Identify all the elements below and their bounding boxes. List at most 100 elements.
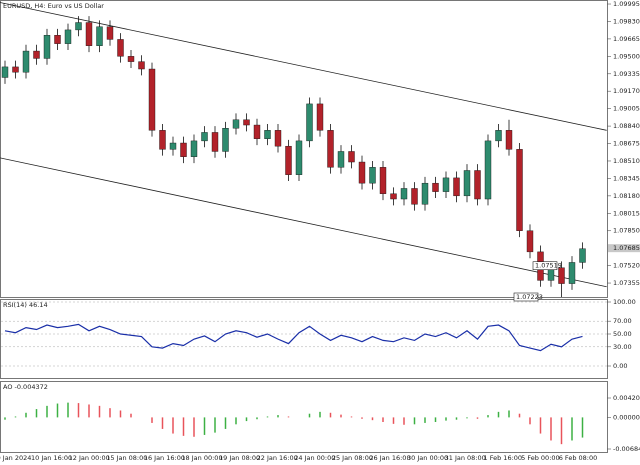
y-tick-label: 1.09995 bbox=[613, 0, 640, 8]
trend-line bbox=[0, 157, 607, 288]
x-tick-label: 10 Jan 16:00 bbox=[31, 454, 72, 462]
y-tick-label: 1.09335 bbox=[613, 70, 640, 78]
x-tick-label: 16 Jan 16:00 bbox=[144, 454, 185, 462]
y-tick-label: 1.07520 bbox=[613, 262, 640, 270]
candle-body bbox=[358, 161, 366, 184]
candle-body bbox=[516, 149, 523, 231]
candle-body bbox=[285, 145, 292, 175]
x-tick-label: 31 Jan 08:00 bbox=[445, 454, 486, 462]
x-tick-label: 12 Jan 00:00 bbox=[69, 454, 110, 462]
y-tick-label: 1.09005 bbox=[613, 105, 640, 113]
current-price-label: 1.07685 bbox=[613, 244, 640, 252]
candle-body bbox=[22, 50, 30, 73]
x-tick-label: 19 Jan 08:00 bbox=[219, 454, 260, 462]
trend-line bbox=[0, 2, 607, 131]
candle-body bbox=[96, 26, 103, 46]
current-price-box bbox=[608, 244, 640, 253]
y-tick-label: 1.08675 bbox=[613, 140, 640, 148]
candle-body bbox=[85, 22, 93, 46]
candle-body bbox=[12, 66, 19, 73]
y-tick-label: 1.09500 bbox=[613, 52, 640, 60]
rsi-title: RSI(14) 46.14 bbox=[3, 301, 48, 309]
rsi-line bbox=[4, 323, 583, 352]
candle-body bbox=[106, 26, 114, 40]
candle-body bbox=[54, 34, 61, 44]
ao-panel bbox=[0, 381, 608, 453]
x-tick-label: 22 Jan 16:00 bbox=[257, 454, 298, 462]
candle-body bbox=[568, 262, 576, 284]
candle-body bbox=[495, 130, 502, 142]
candle-body bbox=[148, 68, 156, 131]
candle-body bbox=[421, 182, 429, 205]
x-tick-label: 1 Feb 16:00 bbox=[484, 454, 523, 462]
candle-body bbox=[243, 119, 250, 126]
candle-body bbox=[33, 50, 40, 59]
price-label: 1.07223 bbox=[516, 293, 543, 301]
candle-body bbox=[180, 142, 187, 157]
candle-body bbox=[442, 177, 450, 192]
candle-body bbox=[579, 248, 586, 263]
candle-body bbox=[306, 103, 313, 142]
x-tick-label: 9 Jan 2024 bbox=[0, 454, 31, 462]
candle-body bbox=[169, 142, 177, 150]
x-tick-label: 25 Jan 08:00 bbox=[332, 454, 373, 462]
candle-body bbox=[474, 170, 481, 200]
candle-body bbox=[316, 103, 324, 131]
y-tick-label: 50.00 bbox=[613, 330, 632, 338]
candle-body bbox=[127, 56, 135, 62]
candle-body bbox=[211, 132, 219, 152]
candle-body bbox=[43, 34, 51, 59]
y-tick-label: 1.08510 bbox=[613, 157, 640, 165]
x-tick-label: 5 Feb 00:00 bbox=[521, 454, 560, 462]
candle-body bbox=[138, 61, 145, 70]
candle-body bbox=[505, 130, 513, 150]
candle-body bbox=[190, 140, 198, 157]
candle-body bbox=[64, 29, 72, 44]
ao-title: AO -0.004372 bbox=[3, 383, 48, 391]
x-tick-label: 15 Jan 08:00 bbox=[106, 454, 147, 462]
y-tick-label: 0.000000 bbox=[613, 413, 640, 421]
x-tick-label: 26 Jan 16:00 bbox=[369, 454, 410, 462]
candle-body bbox=[369, 167, 376, 184]
candle-body bbox=[348, 151, 355, 163]
candle-body bbox=[390, 193, 397, 200]
candle-body bbox=[463, 170, 471, 197]
candle-body bbox=[327, 130, 334, 168]
chart-title: EURUSD, H4: Euro vs US Dollar bbox=[3, 2, 104, 10]
y-tick-label: 0.004202 bbox=[613, 394, 640, 402]
price-label-box bbox=[513, 292, 539, 302]
y-tick-label: -0.006848 bbox=[613, 445, 640, 453]
y-tick-label: 1.08345 bbox=[613, 174, 640, 182]
main-panel bbox=[0, 0, 608, 298]
candle-body bbox=[411, 188, 418, 205]
y-tick-label: 1.09665 bbox=[613, 35, 640, 43]
y-tick-label: 70.00 bbox=[613, 317, 632, 325]
candle-body bbox=[201, 132, 208, 142]
x-tick-label: 6 Feb 08:00 bbox=[559, 454, 598, 462]
y-tick-label: 1.09170 bbox=[613, 87, 640, 95]
y-tick-label: 1.07850 bbox=[613, 227, 640, 235]
price-label: 1.07519 bbox=[535, 262, 562, 270]
y-tick-label: 1.07355 bbox=[613, 279, 640, 287]
candle-body bbox=[295, 140, 303, 175]
y-tick-label: 1.08015 bbox=[613, 209, 640, 217]
candle-body bbox=[264, 130, 271, 139]
candle-body bbox=[453, 177, 460, 197]
candle-body bbox=[222, 128, 229, 152]
y-tick-label: 1.08180 bbox=[613, 192, 640, 200]
candle-body bbox=[484, 140, 492, 200]
y-tick-label: 1.09830 bbox=[613, 17, 640, 25]
y-tick-label: 100.00 bbox=[613, 298, 636, 306]
x-tick-label: 18 Jan 00:00 bbox=[181, 454, 222, 462]
candle-body bbox=[117, 39, 124, 57]
candle-body bbox=[558, 267, 565, 284]
candle-body bbox=[274, 130, 282, 147]
candle-body bbox=[379, 167, 387, 194]
candle-body bbox=[1, 66, 9, 78]
rsi-panel bbox=[0, 299, 608, 379]
candle-body bbox=[337, 151, 345, 168]
candle-body bbox=[526, 230, 534, 253]
x-tick-label: 24 Jan 00:00 bbox=[294, 454, 335, 462]
candle-body bbox=[159, 130, 166, 150]
